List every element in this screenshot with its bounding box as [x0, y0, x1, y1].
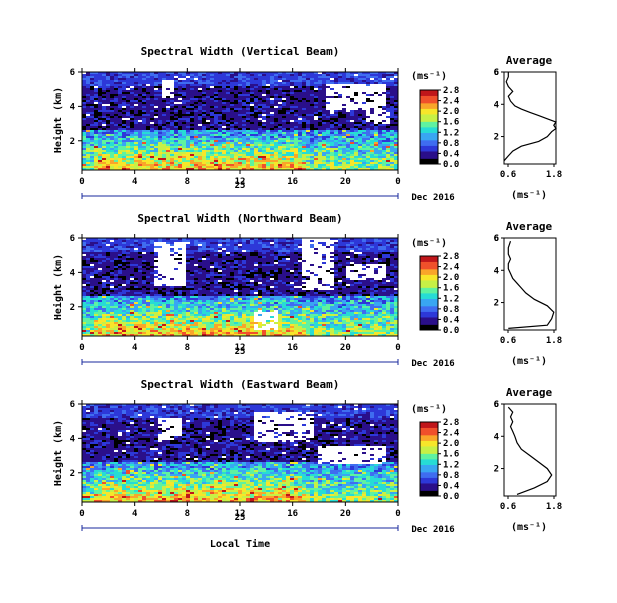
colorbar-tick-label: 0.0 [443, 160, 459, 170]
colorbar-tick-label: 1.2 [443, 128, 459, 138]
heatmap-area [82, 72, 398, 170]
time-tick-label: 16 [287, 177, 298, 187]
time-tick-label: 4 [132, 177, 138, 187]
northward-beam-panel: Spectral Width (Northward Beam) Height (… [52, 212, 562, 369]
colorbar [420, 90, 438, 164]
colorbar-tick-label: 0.4 [443, 149, 460, 159]
date-label: Dec 2016 [411, 193, 454, 203]
height-ticks: 2 4 6 [70, 68, 82, 147]
colorbar-tick-label: 1.6 [443, 118, 459, 128]
average-height-label: 6 [494, 68, 499, 78]
average-x-label: (ms⁻¹) [511, 190, 547, 201]
average-x-tick-label: 0.6 [500, 170, 516, 180]
time-tick-label: 8 [185, 177, 190, 187]
colorbar-ticks: 0.00.40.81.21.62.02.42.8 [438, 86, 460, 170]
colorbar-tick-label: 2.0 [443, 107, 459, 117]
average-x-tick-label: 1.8 [546, 170, 562, 180]
height-tick-label: 4 [70, 102, 76, 112]
panel-title: Spectral Width (Vertical Beam) [141, 45, 340, 58]
average-profile [504, 72, 556, 161]
height-tick-label: 6 [70, 68, 75, 78]
time-tick-label: 0 [79, 177, 84, 187]
y-axis-label: Height (km) [52, 254, 64, 320]
colorbar-tick-label: 2.8 [443, 86, 459, 96]
average-height-label: 4 [494, 100, 500, 110]
colorbar-tick-label: 2.4 [443, 97, 460, 107]
average-profile-line [504, 72, 556, 161]
heatmap-area [82, 238, 398, 336]
height-tick-label: 2 [70, 137, 75, 147]
average-height-label: 2 [494, 133, 499, 143]
colorbar-tick-label: 0.8 [443, 139, 459, 149]
time-tick-label: 20 [340, 177, 351, 187]
panel-title: Spectral Width (Northward Beam) [137, 212, 342, 225]
average-frame [504, 72, 556, 164]
y-axis-label: Height (km) [52, 87, 64, 153]
time-tick-label: 0 [395, 177, 400, 187]
day-label: 25 [235, 181, 246, 191]
colorbar-unit: (ms⁻¹) [411, 71, 447, 82]
vertical-beam-panel: Spectral Width (Vertical Beam) Height (k… [52, 45, 562, 203]
average-title: Average [506, 54, 553, 67]
date-axis-line [82, 193, 398, 199]
